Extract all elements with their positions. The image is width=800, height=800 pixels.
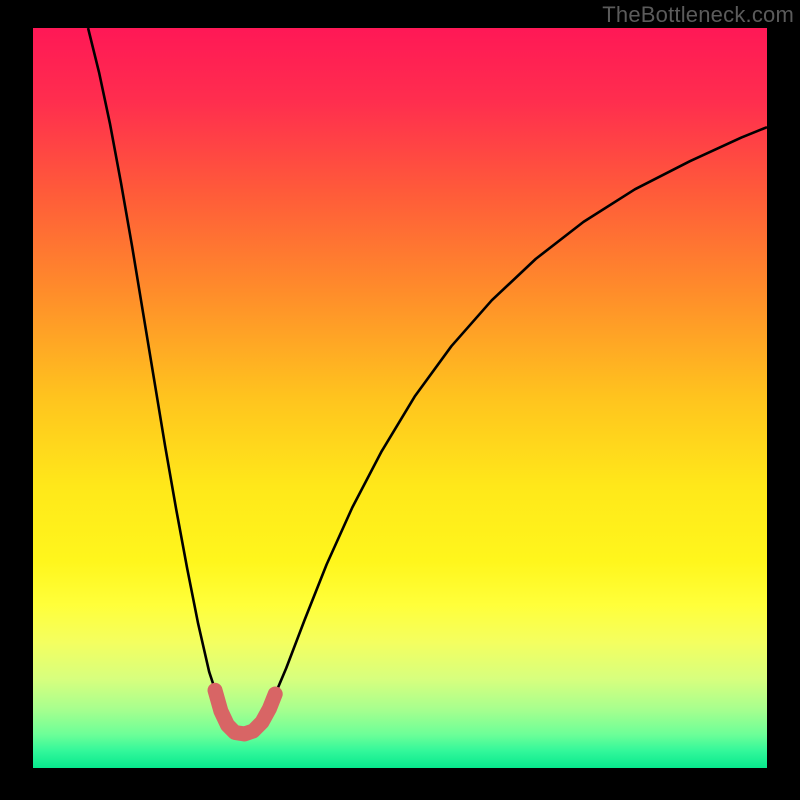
plot-background — [33, 28, 767, 768]
bottleneck-chart — [0, 0, 800, 800]
watermark-text: TheBottleneck.com — [602, 2, 794, 28]
